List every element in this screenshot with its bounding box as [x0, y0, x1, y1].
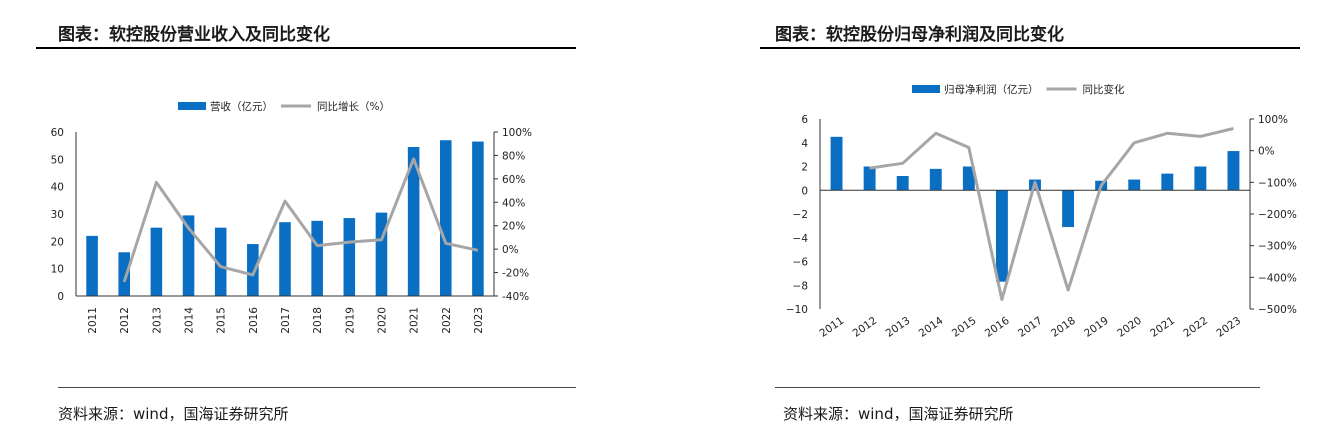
- left-axis-tick: 0: [57, 291, 64, 303]
- bar-2012: [118, 252, 131, 296]
- category-label: 2011: [87, 307, 99, 334]
- bar-2011: [830, 136, 843, 191]
- category-label: 2021: [1148, 315, 1177, 340]
- right-axis-tick: −300%: [1258, 241, 1297, 253]
- category-label: 2017: [280, 307, 292, 334]
- legend-bar-swatch: [912, 85, 940, 93]
- left-axis-tick: −4: [793, 233, 809, 245]
- left-source-text: 资料来源：wind，国海证券研究所: [58, 405, 289, 423]
- left-axis-tick: −10: [786, 304, 808, 316]
- category-label: 2013: [151, 307, 163, 334]
- category-label: 2016: [248, 307, 260, 334]
- bar-2014: [182, 215, 195, 296]
- right-axis-tick: 80%: [502, 150, 525, 162]
- net-profit-chart: 6 4 2 0 −2 −4 −6 −8 −10 100% 0% −100% −200% −300% −400…: [786, 83, 1297, 340]
- right-title-rule: [760, 47, 1300, 49]
- legend-bar-label: 归母净利润（亿元）: [944, 83, 1039, 96]
- right-axis-tick: −100%: [1258, 177, 1297, 189]
- category-label: 2015: [950, 315, 979, 340]
- category-label: 2014: [184, 307, 196, 334]
- left-axis-tick: 6: [801, 114, 808, 126]
- category-label: 2012: [119, 307, 131, 334]
- right-axis-tick: 60%: [502, 174, 525, 186]
- legend-bar-label: 营收（亿元）: [210, 100, 273, 113]
- bar-2021: [1161, 173, 1174, 191]
- bar-2017: [279, 222, 291, 296]
- right-axis-tick: 0%: [502, 244, 519, 256]
- bar-2013: [150, 227, 163, 296]
- category-label: 2022: [1181, 315, 1210, 340]
- left-axis-tick: −8: [793, 280, 808, 292]
- right-axis-tick: -40%: [502, 291, 529, 303]
- right-axis-tick: −500%: [1258, 304, 1297, 316]
- category-label: 2018: [1049, 315, 1078, 340]
- category-label: 2021: [409, 307, 421, 334]
- category-label: 2023: [473, 307, 485, 334]
- right-axis-tick: −400%: [1258, 272, 1297, 284]
- left-axis-tick: 30: [51, 209, 64, 221]
- left-axis-tick: 60: [51, 127, 64, 139]
- right-axis-tick: 100%: [1258, 114, 1288, 126]
- bar-2013: [896, 176, 909, 191]
- legend-bar-swatch: [178, 102, 206, 110]
- left-axis-tick: −2: [793, 209, 808, 221]
- bar-2022: [1194, 166, 1207, 191]
- bar-2015: [962, 166, 975, 191]
- bar-2016: [247, 244, 259, 296]
- bar-2016: [995, 190, 1008, 282]
- right-axis-tick: −200%: [1258, 209, 1297, 221]
- right-axis-tick: 0%: [1258, 146, 1275, 158]
- bar-2020: [1128, 179, 1141, 191]
- legend-line-label: 同比增长（%）: [317, 100, 390, 113]
- category-label: 2011: [817, 315, 846, 340]
- right-axis-tick: 40%: [502, 197, 525, 209]
- category-label: 2012: [851, 315, 880, 340]
- category-label: 2015: [216, 307, 228, 334]
- legend-line-label: 同比变化: [1083, 83, 1125, 96]
- bar-2018: [1062, 190, 1075, 228]
- left-axis-tick: 50: [51, 154, 64, 166]
- category-label: 2020: [376, 307, 388, 334]
- category-label: 2014: [917, 314, 946, 339]
- bar-2023: [472, 141, 484, 296]
- bar-2015: [214, 227, 227, 296]
- left-axis-tick: 40: [51, 182, 64, 194]
- growth-line: [122, 157, 479, 283]
- right-source-text: 资料来源：wind，国海证券研究所: [783, 405, 1014, 423]
- left-axis-tick: 10: [51, 264, 64, 276]
- category-label: 2017: [1016, 315, 1045, 340]
- bar-2020: [375, 212, 388, 296]
- right-axis-tick: 20%: [502, 221, 525, 233]
- left-axis-tick: 2: [801, 162, 808, 174]
- growth-line: [869, 127, 1234, 301]
- right-axis-tick: -20%: [502, 268, 529, 280]
- left-axis-tick: 0: [801, 185, 808, 197]
- right-source-rule: [775, 387, 1260, 388]
- right-axis-tick: 100%: [502, 127, 532, 139]
- revenue-chart: 0 10 20 30 40 50 60 -40% -20% 0% 20% 40% 60% 80% 100% 2…: [51, 100, 532, 334]
- right-panel-title: 图表：软控股份归母净利润及同比变化: [775, 25, 1064, 45]
- bar-2021: [407, 147, 420, 296]
- category-label: 2013: [884, 315, 913, 340]
- category-label: 2016: [983, 314, 1012, 339]
- left-source-rule: [58, 387, 576, 388]
- bar-2022: [439, 140, 452, 296]
- category-label: 2020: [1115, 315, 1144, 340]
- bar-2023: [1227, 151, 1240, 191]
- bar-2014: [929, 168, 942, 191]
- category-label: 2019: [344, 307, 356, 334]
- bar-2018: [311, 220, 323, 296]
- bar-2012: [863, 166, 876, 191]
- left-axis-tick: 4: [801, 138, 808, 150]
- bar-2019: [343, 218, 356, 296]
- left-axis-tick: −6: [793, 257, 809, 269]
- left-axis-tick: 20: [51, 236, 64, 248]
- category-label: 2019: [1082, 315, 1111, 340]
- category-label: 2018: [312, 307, 324, 334]
- left-panel-title: 图表：软控股份营业收入及同比变化: [58, 25, 330, 45]
- left-title-rule: [36, 47, 576, 49]
- category-label: 2023: [1214, 315, 1243, 340]
- bar-2011: [86, 235, 98, 296]
- category-label: 2022: [441, 307, 453, 334]
